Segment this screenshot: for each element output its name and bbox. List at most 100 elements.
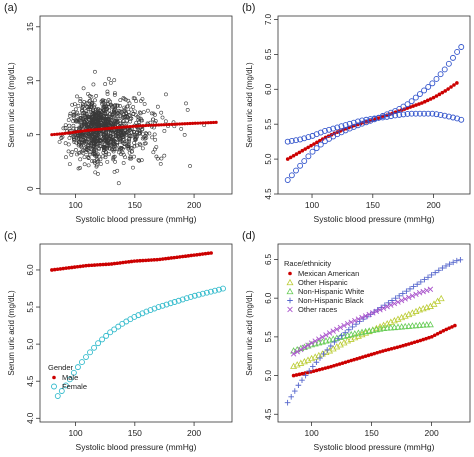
data-point [445,60,452,67]
scatter-point [143,141,148,146]
data-point [206,251,211,256]
x-tick-label: 150 [366,200,380,210]
scatter-point [59,136,64,140]
data-point [404,110,411,117]
scatter-point [101,98,106,103]
fit-point [206,121,210,125]
scatter-point [151,117,156,122]
scatter-point [99,113,103,118]
scatter-point [125,139,129,144]
scatter-point [121,161,126,165]
fit-point [63,131,67,136]
scatter-point [115,103,119,108]
x-tick-label: 100 [305,428,319,438]
data-point [288,137,295,144]
data-point [318,138,322,143]
scatter-point [84,117,89,122]
scatter-point [113,137,118,142]
data-point [300,148,305,153]
data-point [454,48,461,55]
data-point [175,255,179,260]
scatter-point [74,147,78,152]
scatter-point [142,102,147,106]
data-point [429,110,436,117]
scatter-point [113,129,118,134]
scatter-point [113,159,117,164]
data-point [309,148,316,155]
data-point [138,258,142,263]
scatter-point [122,141,127,146]
data-point [430,334,434,339]
scatter-point [138,111,143,116]
scatter-point [94,113,99,118]
y-tick-label: 4.0 [26,412,35,424]
y-tick-label: 0 [26,186,35,191]
scatter-point [84,139,89,144]
data-point [394,323,402,330]
scatter-point [93,98,97,103]
data-point [416,110,423,117]
data-point [146,258,151,262]
series-fit-0 [50,120,218,137]
scatter-point [132,109,137,114]
scatter-point [87,105,92,109]
data-point [87,349,93,356]
data-point [427,335,431,340]
data-point [449,85,453,89]
y-tick-label: 5.0 [264,153,273,165]
data-point [103,332,110,339]
scatter-point [123,155,127,160]
data-point [152,258,157,262]
fit-point [99,127,103,131]
y-axis-label: Serum uric acid (mg/dL) [245,290,254,376]
data-point [326,126,332,133]
scatter-point [137,110,142,115]
data-point [405,106,410,110]
data-point [199,290,206,297]
y-tick-label: 5.0 [26,338,35,350]
legend-label: Other Hispanic [298,278,348,287]
scatter-point [86,107,91,112]
data-point [441,329,446,333]
series-other-races [290,286,434,357]
scatter-point [78,137,83,142]
data-point [438,330,443,335]
panel-d: (d) 100 150 200 4.5 5.0 5.5 6.0 6.5 Systolic bloo… [242,230,471,452]
scatter-point [105,146,110,150]
data-point [450,259,456,266]
scatter-point [63,126,68,130]
data-point [380,324,388,331]
scatter-point [78,99,83,104]
data-point [346,326,352,333]
data-point [418,279,424,285]
data-point [211,287,218,294]
data-point [416,290,423,296]
data-point [417,102,421,106]
data-point [346,120,353,127]
x-tick-label: 200 [187,428,201,438]
scatter-point [75,110,80,115]
data-point [58,267,63,271]
series-fit-1 [284,44,465,183]
data-point [89,263,94,268]
scatter-point [72,140,77,144]
scatter-point [106,76,111,81]
data-point [421,337,426,342]
data-point [343,360,348,365]
scatter-point [133,132,137,137]
data-point [95,263,100,267]
plot-frame [277,243,471,423]
data-point [420,101,424,105]
fit-point [133,124,137,128]
scatter-point [101,154,105,159]
fit-point [71,130,75,134]
scatter-point [140,136,145,141]
data-point [379,114,386,121]
data-point [450,325,454,329]
fit-point [204,121,208,125]
data-point [366,353,371,358]
fit-point [214,120,218,124]
scatter-point [127,156,132,161]
data-point [422,99,427,104]
data-point [457,256,464,263]
